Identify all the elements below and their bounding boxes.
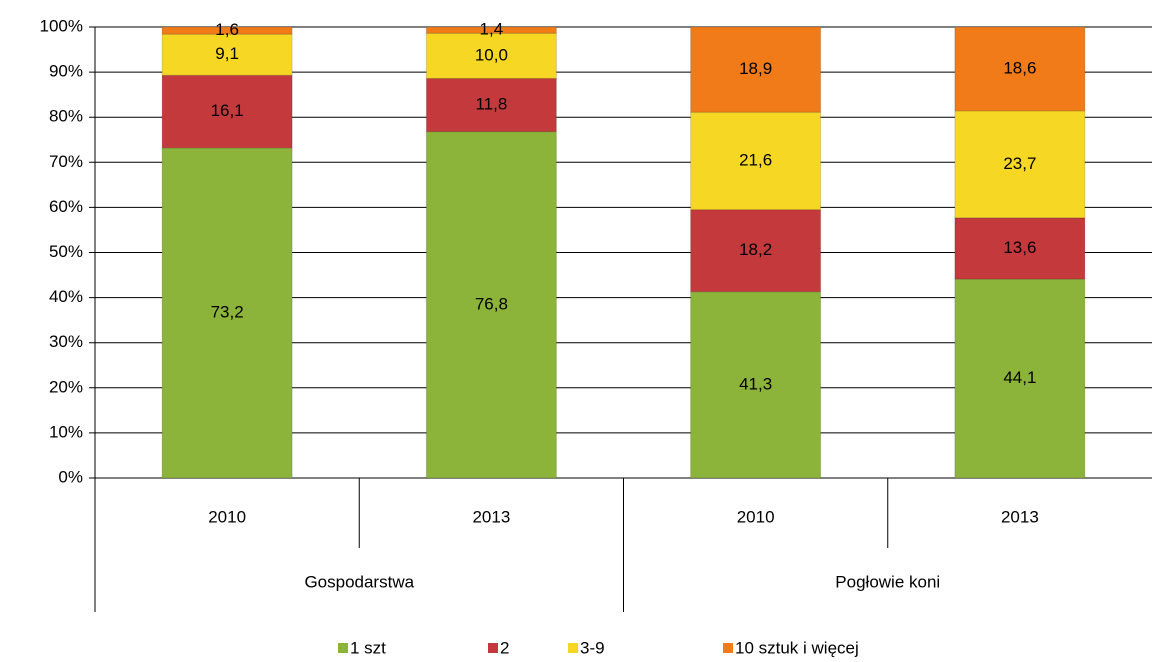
bar-segment bbox=[954, 217, 1086, 280]
y-tick-label: 60% bbox=[49, 197, 83, 216]
data-label: 76,8 bbox=[475, 294, 508, 313]
data-label: 41,3 bbox=[739, 374, 772, 393]
legend-swatch bbox=[488, 643, 498, 653]
bar-segment bbox=[425, 32, 557, 79]
bar-segment bbox=[425, 26, 557, 34]
data-label: 18,6 bbox=[1003, 58, 1036, 77]
bar-segment bbox=[425, 77, 557, 133]
y-tick-label: 80% bbox=[49, 107, 83, 126]
x-tick-label: 2010 bbox=[737, 507, 775, 526]
bar-segment bbox=[161, 147, 293, 479]
group-label: Pogłowie koni bbox=[835, 572, 940, 591]
group-label: Gospodarstwa bbox=[304, 572, 414, 591]
data-label: 13,6 bbox=[1003, 238, 1036, 257]
y-tick-label: 70% bbox=[49, 152, 83, 171]
y-tick-label: 0% bbox=[58, 467, 83, 486]
data-label: 16,1 bbox=[211, 101, 244, 120]
data-label: 44,1 bbox=[1003, 368, 1036, 387]
x-tick-label: 2010 bbox=[208, 507, 246, 526]
y-tick-label: 90% bbox=[49, 62, 83, 81]
legend-label: 10 sztuk i więcej bbox=[735, 638, 859, 657]
data-label: 21,6 bbox=[739, 150, 772, 169]
data-label: 18,9 bbox=[739, 59, 772, 78]
y-tick-label: 50% bbox=[49, 242, 83, 261]
legend-swatch bbox=[568, 643, 578, 653]
y-tick-label: 10% bbox=[49, 422, 83, 441]
data-label: 9,1 bbox=[215, 44, 239, 63]
bar-segment bbox=[690, 291, 822, 479]
data-label: 1,4 bbox=[480, 20, 504, 39]
bar-segment bbox=[954, 278, 1086, 479]
bar-segment bbox=[161, 26, 293, 35]
data-label: 73,2 bbox=[211, 302, 244, 321]
data-label: 11,8 bbox=[475, 95, 507, 114]
y-tick-label: 30% bbox=[49, 332, 83, 351]
x-tick-label: 2013 bbox=[472, 507, 510, 526]
legend-label: 2 bbox=[500, 638, 509, 657]
data-label: 23,7 bbox=[1003, 154, 1036, 173]
legend-swatch bbox=[723, 643, 733, 653]
data-label: 1,6 bbox=[215, 20, 239, 39]
y-tick-label: 100% bbox=[40, 16, 83, 35]
legend-label: 3-9 bbox=[580, 638, 605, 657]
legend-swatch bbox=[338, 643, 348, 653]
y-tick-label: 40% bbox=[49, 287, 83, 306]
legend-label: 1 szt bbox=[350, 638, 386, 657]
bar-segment bbox=[161, 74, 293, 149]
bar-segment bbox=[690, 26, 822, 113]
x-tick-label: 2013 bbox=[1001, 507, 1039, 526]
y-tick-label: 20% bbox=[49, 377, 83, 396]
bar-segment bbox=[954, 26, 1086, 112]
data-label: 10,0 bbox=[475, 45, 508, 64]
bar-segment bbox=[690, 209, 822, 293]
data-label: 18,2 bbox=[739, 240, 772, 259]
bar-segment bbox=[690, 111, 822, 211]
